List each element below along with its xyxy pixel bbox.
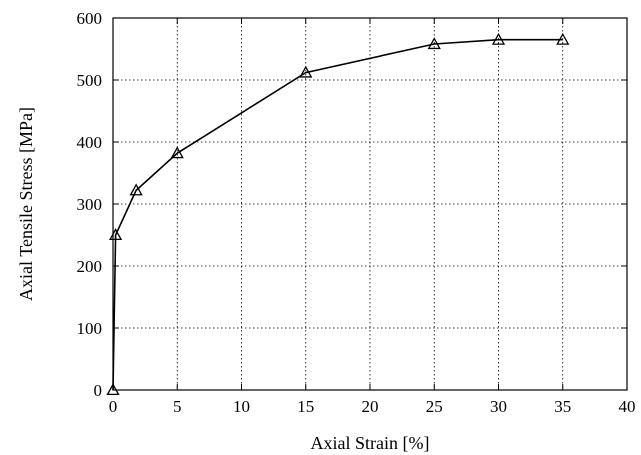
y-axis-label: Axial Tensile Stress [MPa] [16,107,36,301]
x-tick-label: 40 [619,397,636,416]
data-point [427,37,441,50]
series-group [106,32,570,396]
x-tick-label: 15 [297,397,314,416]
grid [113,18,627,390]
x-tick-label: 35 [554,397,571,416]
y-tick-label: 400 [77,133,103,152]
x-axis-label: Axial Strain [%] [311,433,430,453]
data-point [108,228,123,241]
y-tick-label: 500 [77,71,103,90]
data-point [491,32,506,45]
x-tick-label: 10 [233,397,250,416]
x-tick-label: 5 [173,397,182,416]
x-tick-label: 25 [426,397,443,416]
data-point [299,65,313,78]
x-tick-label: 0 [109,397,118,416]
x-tick-label: 30 [490,397,507,416]
y-tick-label: 300 [77,195,103,214]
data-point [556,32,570,45]
series-line [112,38,563,391]
x-tick-label: 20 [362,397,379,416]
y-tick-label: 0 [94,381,103,400]
y-tick-label: 600 [77,9,103,28]
y-tick-label: 200 [77,257,103,276]
data-point [129,183,143,196]
y-tick-label: 100 [77,319,103,338]
data-point [106,383,120,396]
data-point [170,146,184,159]
